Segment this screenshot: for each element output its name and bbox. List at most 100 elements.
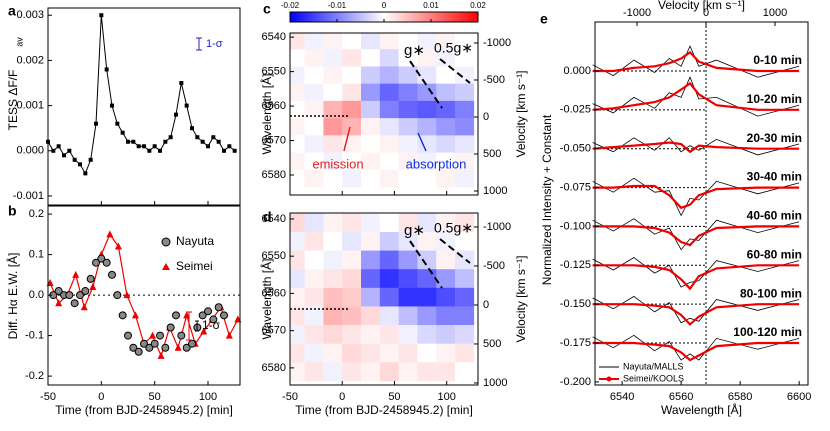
plot-frame: [289, 32, 479, 196]
heatmap-cell: [290, 231, 305, 251]
legend-marker: [606, 376, 612, 382]
data-point: [140, 339, 148, 348]
heatmap-cell: [417, 33, 437, 50]
heatmap-cell: [398, 118, 418, 136]
spectrum-label: 0-10 min: [753, 53, 802, 67]
heatmap-cell: [342, 100, 362, 119]
heatmap: [290, 213, 475, 382]
heatmap-cell: [290, 135, 305, 153]
data-point: [163, 139, 168, 144]
heatmap-cell: [436, 343, 456, 363]
spectrum-label: 20-30 min: [747, 131, 802, 145]
y-tick-label: 6550: [262, 250, 286, 262]
legend-marker: [162, 263, 170, 270]
heatmap-cell: [436, 287, 456, 307]
data-point: [67, 148, 72, 153]
heatmap-cell: [290, 362, 305, 382]
axis-label: Wavelength [Å]: [259, 259, 274, 340]
heatmap-cell: [379, 49, 399, 67]
heatmap-cell: [342, 213, 362, 233]
y-tick-label: 6570: [262, 325, 286, 337]
data-point: [174, 343, 182, 351]
heatmap-cell: [342, 287, 362, 307]
heatmap-cell: [323, 306, 343, 326]
colorbar-tick-label: 0: [382, 1, 387, 10]
legend-label: Seimei: [176, 259, 213, 273]
heatmap-cell: [304, 135, 324, 153]
heatmap-cell: [436, 169, 456, 188]
sigma-bar: [195, 320, 199, 332]
heatmap-cell: [455, 49, 475, 67]
heatmap-cell: [342, 152, 362, 171]
heatmap-cell: [417, 362, 437, 382]
heatmap-cell: [361, 33, 381, 50]
data-point: [157, 351, 165, 359]
heatmap-cell: [304, 213, 324, 233]
panel-letter: c: [263, 1, 271, 17]
heatmap-cell: [342, 250, 362, 270]
y-tick-label: -0.025: [560, 104, 591, 116]
heatmap-cell: [290, 269, 305, 289]
plot-frame: [47, 7, 241, 206]
y2-tick-label: 0: [483, 299, 489, 311]
heatmap-cell: [342, 118, 362, 136]
data-point: [158, 148, 162, 153]
y-tick-label: -0.1: [25, 329, 44, 341]
axis-label: Velocity [km s⁻¹]: [514, 255, 528, 342]
heatmap-cell: [361, 49, 381, 67]
data-point: [123, 291, 131, 299]
data-point: [131, 139, 136, 144]
heatmap-cell: [379, 213, 399, 233]
seimei-spectrum: [592, 81, 800, 111]
seimei-spectrum: [592, 341, 800, 362]
x2-tick-label: -1000: [623, 7, 651, 19]
x2-tick-label: 0: [703, 7, 709, 19]
data-point: [216, 139, 221, 144]
heatmap-cell: [417, 231, 437, 251]
heatmap-cell: [304, 33, 324, 50]
heatmap-cell: [304, 343, 324, 363]
heatmap-cell: [398, 33, 418, 50]
heatmap-cell: [417, 169, 437, 188]
heatmap-cell: [379, 343, 399, 363]
heatmap-cell: [436, 152, 456, 171]
heatmap-cell: [361, 152, 381, 171]
heatmap-cell: [379, 152, 399, 171]
heatmap-cell: [417, 100, 437, 119]
data-point: [190, 126, 194, 131]
heatmap-cell: [455, 66, 475, 84]
heatmap-cell: [304, 83, 324, 102]
y-tick-label: 6550: [262, 66, 286, 78]
data-point: [86, 274, 95, 283]
heatmap-cell: [290, 118, 305, 136]
y-tick-label: 6540: [262, 213, 286, 225]
heatmap-cell: [323, 83, 343, 102]
data-point: [225, 331, 233, 339]
y2-tick-label: -1000: [483, 37, 511, 49]
axis-label: Velocity [km s⁻¹]: [658, 0, 745, 12]
legend-label: Seimei/KOOLS: [623, 373, 684, 383]
spectrum-label: 30-40 min: [747, 170, 802, 184]
y2-tick-label: -1000: [483, 221, 511, 233]
data-point: [179, 81, 184, 86]
data-point: [78, 162, 82, 167]
panel-letter: d: [263, 209, 272, 225]
heatmap-cell: [323, 135, 343, 153]
data-point: [174, 112, 178, 117]
heatmap-cell: [417, 83, 437, 102]
y-tick-label: -0.075: [560, 181, 591, 193]
data-point: [149, 331, 157, 339]
y-tick-label: 0.1: [29, 249, 44, 261]
heatmap-cell: [379, 100, 399, 119]
y-tick-label: 0.000: [563, 65, 591, 77]
data-point: [72, 270, 80, 278]
heatmap-cell: [290, 306, 305, 326]
heatmap-cell: [304, 66, 324, 84]
data-point: [80, 303, 88, 311]
heatmap-cell: [342, 231, 362, 251]
panel-letter: e: [540, 11, 548, 27]
heatmap-cell: [398, 213, 418, 233]
panel-letter: b: [8, 203, 17, 219]
nayuta-spectrum: [592, 218, 800, 251]
